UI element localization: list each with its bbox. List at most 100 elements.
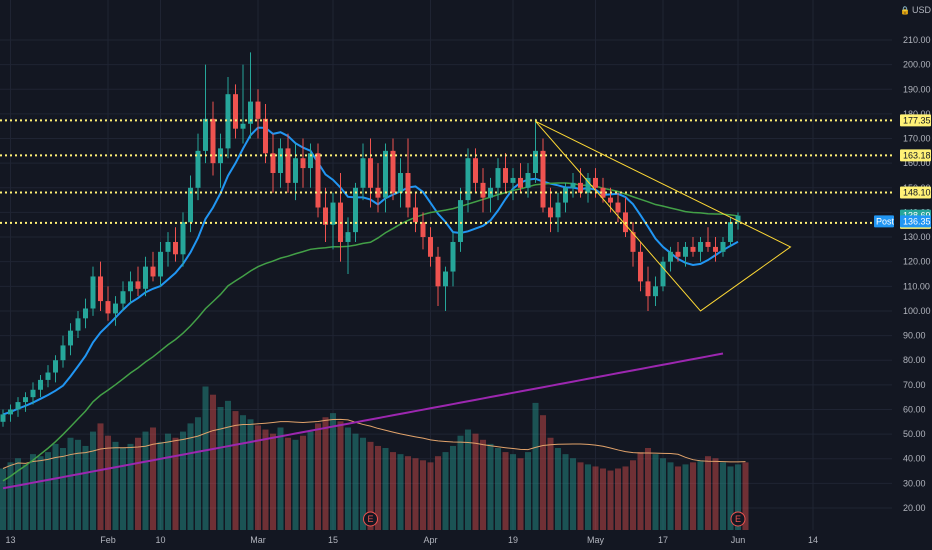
candle-body xyxy=(405,173,411,208)
candle-body xyxy=(135,281,141,289)
volume-bar xyxy=(555,448,561,530)
time-tick-label: Feb xyxy=(100,535,116,545)
volume-bars xyxy=(0,386,749,530)
candle-body xyxy=(150,266,156,277)
candle-body xyxy=(158,251,163,277)
candle-body xyxy=(143,266,148,289)
candle-body xyxy=(503,168,508,183)
candle-body xyxy=(645,281,651,297)
candle-body xyxy=(105,301,111,314)
volume-bar xyxy=(247,419,254,530)
volume-bar xyxy=(7,462,14,530)
volume-bar xyxy=(127,443,134,530)
price-tick-label: 200.00 xyxy=(903,60,931,70)
level-price-tag: 177.35 xyxy=(903,115,931,125)
time-tick-label: 17 xyxy=(658,535,668,545)
candle-body xyxy=(38,379,43,390)
candle-body xyxy=(68,330,73,346)
price-tick-label: 180.00 xyxy=(903,109,931,119)
candle-body xyxy=(473,158,478,183)
volume-bar xyxy=(615,468,621,530)
volume-bar xyxy=(420,460,426,530)
candle-body xyxy=(308,153,313,169)
volume-bar xyxy=(165,433,171,530)
volume-bar xyxy=(570,458,576,530)
currency-text: USD xyxy=(911,5,931,15)
candle-body xyxy=(353,187,358,233)
volume-bar xyxy=(30,454,36,530)
post-market-price-tag: 136.35 xyxy=(903,216,931,226)
volume-bar xyxy=(52,443,59,530)
volume-bar xyxy=(300,435,306,530)
candle-body xyxy=(293,158,298,183)
time-tick-label: 14 xyxy=(808,535,818,545)
volume-bar xyxy=(675,466,681,530)
volume-bar xyxy=(457,435,464,530)
volume-bar xyxy=(60,448,66,530)
time-tick-label: May xyxy=(587,535,605,545)
candle-body xyxy=(165,241,171,252)
candle-body xyxy=(390,150,396,193)
candle-body xyxy=(128,281,133,292)
candle-body xyxy=(683,246,688,257)
volume-bar xyxy=(172,437,179,530)
price-tick-label: 50.00 xyxy=(903,429,926,439)
volume-bar xyxy=(150,427,156,530)
currency-label[interactable]: 🔒 USD xyxy=(900,5,931,15)
candle-body xyxy=(75,318,81,331)
candle-body xyxy=(653,286,658,297)
time-tick-label: Jun xyxy=(731,535,746,545)
volume-bar xyxy=(37,456,44,530)
volume-bar xyxy=(607,470,614,530)
earnings-icon xyxy=(363,511,378,527)
volume-bar xyxy=(45,452,51,530)
time-axis: 13 Feb 10 Mar 15 Apr 19 May 17 Jun 14 xyxy=(5,535,818,545)
price-tick-label: 100.00 xyxy=(903,306,931,316)
time-axis-panel xyxy=(0,530,932,550)
level-price-tag: 148.10 xyxy=(903,187,931,197)
volume-bar xyxy=(682,464,689,530)
candle-body xyxy=(608,197,613,203)
candle-body xyxy=(90,276,96,309)
candle-body xyxy=(525,173,531,188)
candle-body xyxy=(495,168,501,188)
post-market-chip-label: Post xyxy=(876,216,895,226)
volume-bar xyxy=(255,425,261,530)
candle-body xyxy=(660,261,666,287)
price-tick-label: 110.00 xyxy=(903,281,930,291)
price-tick-label: 40.00 xyxy=(903,454,926,464)
volume-bar xyxy=(382,448,389,530)
volume-bar xyxy=(210,394,216,530)
price-axis-panel xyxy=(892,0,932,530)
price-tick-label: 160.00 xyxy=(903,158,931,168)
candle-body xyxy=(368,158,373,188)
candle-body xyxy=(233,94,238,129)
candle-body xyxy=(248,101,253,124)
volume-bar xyxy=(442,452,449,530)
candle-body xyxy=(60,345,66,361)
candle-body xyxy=(315,153,321,208)
volume-bar xyxy=(540,415,546,530)
volume-bar xyxy=(180,431,186,530)
volume-bar xyxy=(240,415,246,530)
candle-body xyxy=(735,215,741,223)
candle-body xyxy=(180,222,186,255)
candle-body xyxy=(555,202,561,218)
volume-bar xyxy=(412,458,419,530)
price-tick-label: 190.00 xyxy=(903,84,931,94)
candle-body xyxy=(398,173,403,193)
candle-body xyxy=(53,360,58,373)
volume-bar xyxy=(690,462,696,530)
volume-bar xyxy=(390,452,396,530)
candle-body xyxy=(300,158,306,169)
candle-body xyxy=(375,187,381,198)
volume-bar xyxy=(495,448,501,530)
candle-body xyxy=(578,182,583,193)
level-price-tag: 163.18 xyxy=(903,150,931,160)
price-tick-label: 120.00 xyxy=(903,257,931,267)
candle-body xyxy=(210,118,216,164)
triangle-outline xyxy=(535,120,792,312)
volume-bar xyxy=(705,456,711,530)
